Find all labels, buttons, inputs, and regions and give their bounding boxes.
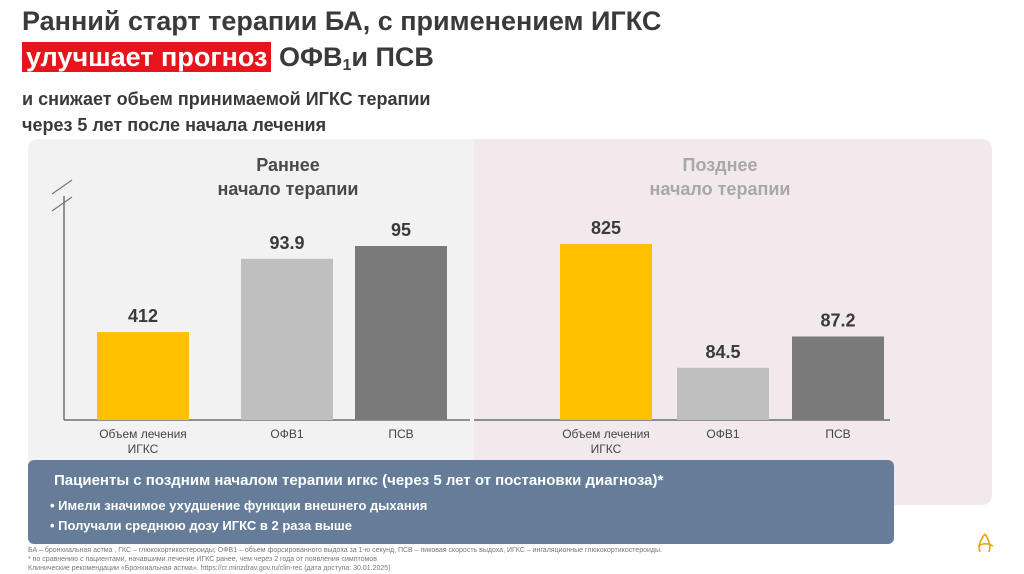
bar-fev1-group-1	[241, 258, 333, 420]
category-label-line: Объем лечения	[562, 427, 650, 441]
callout-bullet-2: • Получали среднюю дозу ИГКС в 2 раза вы…	[50, 518, 352, 533]
category-label-line: ОФВ1	[270, 427, 304, 441]
bar-pef-group-2	[792, 336, 884, 420]
footnote-comparison: * по сравнению с пациентами, начавшими л…	[28, 556, 377, 563]
early-title-line-2: начало терапии	[217, 179, 359, 199]
title-line-1: Ранний старт терапии БА, с применением И…	[22, 6, 662, 36]
early-group-title: Раннее начало терапии	[200, 153, 376, 201]
title-highlight: улучшает прогноз	[22, 42, 272, 72]
bar-ics-volume-group-1	[97, 332, 189, 420]
category-label-line: Объем лечения	[99, 427, 187, 441]
bar-pef-group-1	[355, 246, 447, 420]
axis-break-mark-2	[51, 196, 73, 212]
category-label-ics-volume-group-1: Объем лечения ИГКС	[83, 427, 203, 457]
category-label-fev1-group-2: ОФВ1	[663, 427, 783, 442]
data-label-pef-group-2: 87.2	[820, 310, 855, 330]
category-label-ics-volume-group-2: Объем лечения ИГКС	[546, 427, 666, 457]
title-block: Ранний старт терапии БА, с применением И…	[22, 4, 661, 137]
data-label-fev1-group-2: 84.5	[705, 342, 740, 362]
callout-heading: Пациенты с поздним началом терапии игкс …	[54, 472, 664, 489]
title-pef-text: и ПСВ	[351, 42, 434, 72]
subtitle-line-2: через 5 лет после начала лечения	[22, 115, 327, 135]
astrazeneca-logo-icon	[977, 533, 994, 553]
data-label-pef-group-1: 95	[391, 220, 411, 240]
early-title-line-1: Раннее	[256, 155, 320, 175]
data-label-ics-volume-group-1: 412	[128, 306, 158, 326]
title-line-2: улучшает прогноз ОФВ1и ПСВ	[22, 40, 661, 83]
bar-fev1-group-2	[677, 367, 769, 420]
category-label-line: ПСВ	[825, 427, 851, 441]
title-fev-subscript: 1	[342, 57, 352, 74]
category-label-line: ОФВ1	[706, 427, 740, 441]
title-fev-text: ОФВ	[271, 42, 343, 72]
data-label-ics-volume-group-2: 825	[591, 218, 621, 238]
category-label-pef-group-1: ПСВ	[341, 427, 461, 442]
late-title-line-1: Позднее	[682, 155, 758, 175]
category-label-line: ИГКС	[127, 442, 159, 456]
data-label-fev1-group-1: 93.9	[269, 233, 304, 253]
late-group-title: Позднее начало терапии	[600, 153, 840, 201]
callout-box: Пациенты с поздним началом терапии игкс …	[28, 460, 894, 544]
footnote-reference: Клинические рекомендации «Бронхиальная а…	[28, 565, 391, 572]
category-label-pef-group-2: ПСВ	[778, 427, 898, 442]
category-label-line: ПСВ	[388, 427, 414, 441]
footnote-abbreviations: БА – бронхиальная астма , ГКС – глюкокор…	[28, 547, 662, 554]
bar-ics-volume-group-2	[560, 244, 652, 420]
late-title-line-2: начало терапии	[649, 179, 791, 199]
subtitle-line-1: и снижает обьем принимаемой ИГКС терапии	[22, 89, 431, 109]
category-label-fev1-group-1: ОФВ1	[227, 427, 347, 442]
category-label-line: ИГКС	[590, 442, 622, 456]
callout-bullet-1: • Имели значимое ухудшение функции внешн…	[50, 498, 428, 513]
axis-break-mark-1	[51, 179, 73, 195]
